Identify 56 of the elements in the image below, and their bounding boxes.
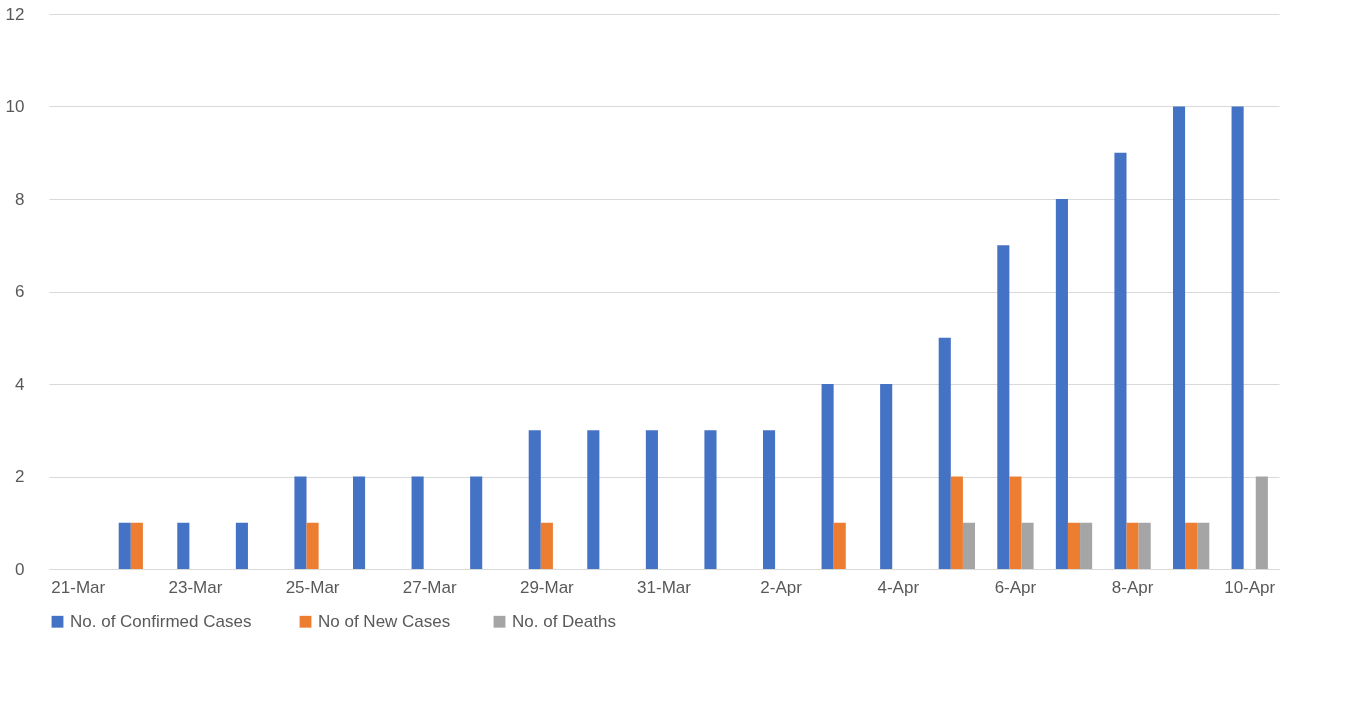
x-tick-label: 27-Mar: [402, 577, 457, 597]
bar: [587, 430, 600, 569]
y-tick-label: 12: [5, 4, 25, 24]
x-tick-label: 21-Mar: [51, 577, 106, 597]
bar: [540, 522, 553, 569]
bar: [411, 476, 424, 569]
y-tick-label: 4: [15, 374, 25, 394]
x-tick-label: 29-Mar: [519, 577, 575, 597]
bar: [938, 337, 951, 569]
y-tick-label: 10: [5, 97, 25, 116]
x-tick-label: 6-Apr: [994, 577, 1037, 597]
bar: [704, 430, 717, 569]
bar: [528, 430, 541, 569]
bar: [1138, 522, 1151, 569]
bar: [1185, 522, 1198, 569]
bar: [177, 522, 190, 569]
y-tick-label: 6: [15, 282, 25, 301]
bar: [1255, 476, 1268, 569]
bar: [294, 476, 307, 569]
bar: [821, 384, 834, 569]
bar: [306, 522, 319, 569]
bar: [950, 476, 963, 569]
legend-label: No. of Deaths: [512, 611, 616, 631]
bar: [130, 522, 143, 569]
bar: [1021, 522, 1034, 569]
y-tick-label: 2: [15, 467, 25, 486]
x-tick-label: 8-Apr: [1111, 577, 1154, 597]
bar: [118, 522, 131, 569]
bar: [470, 476, 483, 569]
bar: [1126, 522, 1139, 569]
bar: [1172, 106, 1186, 569]
bar: [645, 430, 658, 569]
y-tick-label: 8: [15, 189, 25, 209]
legend-label: No of New Cases: [318, 611, 451, 631]
x-tick-label: 2-Apr: [760, 577, 803, 597]
bar: [1231, 106, 1244, 569]
bar: [1067, 522, 1081, 569]
bar: [1009, 476, 1022, 569]
bar: [1055, 199, 1068, 569]
x-tick-label: 4-Apr: [877, 577, 920, 597]
y-tick-label: 0: [15, 559, 25, 579]
bar: [880, 384, 893, 569]
bar: [235, 522, 248, 569]
bar: [1197, 522, 1210, 569]
bar: [962, 522, 976, 569]
bar: [352, 476, 366, 569]
x-tick-label: 23-Mar: [168, 577, 223, 597]
bar: [762, 430, 776, 569]
x-tick-label: 31-Mar: [637, 577, 692, 597]
bar: [833, 522, 846, 569]
bar: [1114, 152, 1127, 569]
legend-label: No. of Confirmed Cases: [70, 611, 252, 631]
bar: [1080, 522, 1093, 569]
bar: [997, 245, 1010, 569]
x-tick-label: 10-Apr: [1224, 577, 1276, 597]
x-tick-label: 25-Mar: [285, 577, 340, 597]
